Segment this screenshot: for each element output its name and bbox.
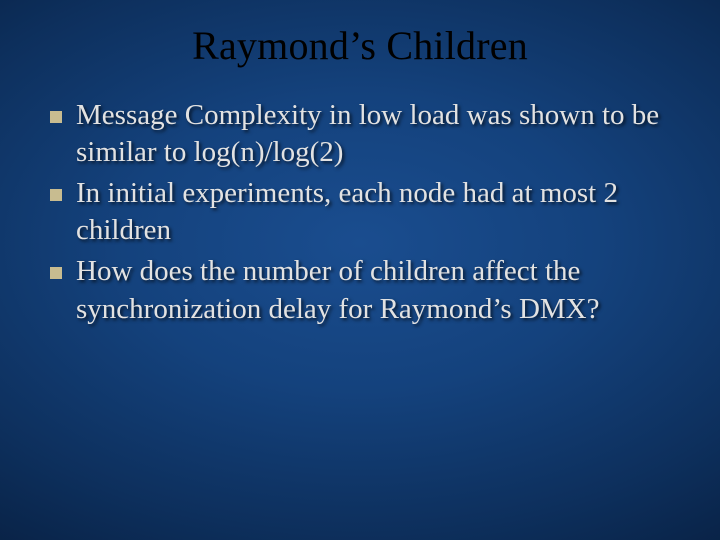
- bullet-text: Message Complexity in low load was shown…: [76, 97, 670, 171]
- bullet-square-icon: [50, 267, 62, 279]
- list-item: Message Complexity in low load was shown…: [50, 97, 670, 171]
- list-item: How does the number of children affect t…: [50, 253, 670, 327]
- bullet-text: In initial experiments, each node had at…: [76, 175, 670, 249]
- bullet-square-icon: [50, 189, 62, 201]
- slide-body: Message Complexity in low load was shown…: [0, 97, 720, 328]
- bullet-square-icon: [50, 111, 62, 123]
- list-item: In initial experiments, each node had at…: [50, 175, 670, 249]
- slide: Raymond’s Children Message Complexity in…: [0, 0, 720, 540]
- slide-title: Raymond’s Children: [0, 0, 720, 97]
- bullet-text: How does the number of children affect t…: [76, 253, 670, 327]
